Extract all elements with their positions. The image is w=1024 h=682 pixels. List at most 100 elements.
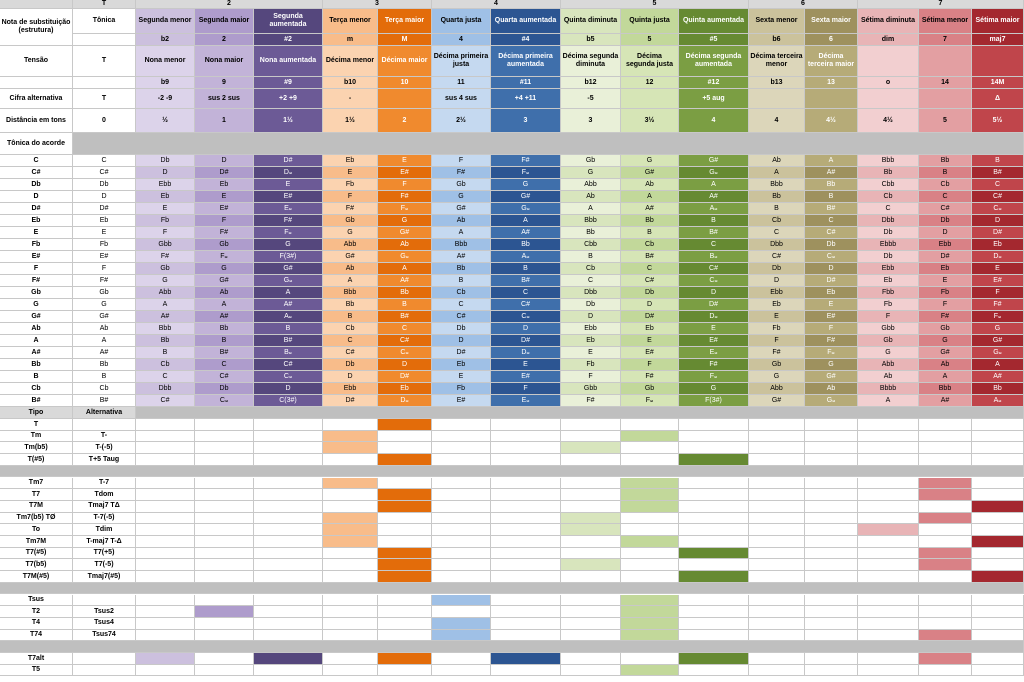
chord-note: Gb [136, 263, 195, 275]
chord-note: D [749, 275, 805, 287]
chord-note: Bbb [432, 239, 491, 251]
chord-alternative: T-maj7 T-Δ [73, 536, 136, 548]
empty-cell [491, 489, 561, 501]
interval-alt-cipher [749, 89, 805, 109]
chord-note: Eb [805, 287, 858, 299]
chord-note: G [805, 359, 858, 371]
chord-note: Bb [805, 179, 858, 191]
chord-note: Ab [432, 215, 491, 227]
empty-cell [195, 547, 254, 560]
empty-cell [679, 606, 749, 618]
empty-cell [972, 419, 1024, 431]
interval-mark [254, 653, 323, 665]
chord-note: Bb [378, 287, 432, 299]
empty-cell [972, 606, 1024, 618]
chord-note: Fbb [858, 287, 919, 299]
interval-distance: 1½ [323, 109, 378, 133]
chord-note: G# [679, 155, 749, 167]
interval-distance: 5½ [972, 109, 1024, 133]
empty-cell [749, 489, 805, 501]
interval-mark [378, 419, 432, 431]
chord-note: C# [136, 395, 195, 407]
chord-note: C# [323, 347, 378, 359]
empty-cell [858, 512, 919, 525]
empty-cell [749, 617, 805, 630]
chord-note: Ab [858, 371, 919, 383]
chord-note: F# [919, 311, 972, 323]
interval-structure: m [323, 34, 378, 46]
empty-cell [972, 664, 1024, 677]
interval-extension: 10 [378, 77, 432, 89]
chord-note: B [323, 311, 378, 323]
interval-name: Sétima diminuta [858, 9, 919, 34]
chord-note: G [621, 155, 679, 167]
chord-note: B# [621, 251, 679, 263]
chord-note: C# [491, 299, 561, 311]
empty-cell [621, 512, 679, 525]
chord-note: E [561, 347, 621, 359]
interval-distance: 1 [195, 109, 254, 133]
interval-mark [621, 594, 679, 607]
group-header-4: 5 [561, 0, 749, 9]
chord-note: E [749, 311, 805, 323]
chord-alternative: Tmaj7(#5) [73, 571, 136, 583]
chord-note: Cb [919, 179, 972, 191]
empty-cell [749, 559, 805, 572]
root-label: B# [0, 395, 73, 407]
chord-note: D𝄪 [254, 167, 323, 179]
empty-cell [858, 430, 919, 443]
empty-cell [195, 664, 254, 677]
chord-note: F𝄪 [254, 227, 323, 239]
empty-cell [195, 419, 254, 431]
chord-note: E [195, 191, 254, 203]
chord-note: A𝄪 [972, 395, 1024, 407]
chord-note: G [491, 179, 561, 191]
empty-cell [561, 477, 621, 490]
interval-alt-cipher: Δ [972, 89, 1024, 109]
interval-mark [378, 559, 432, 572]
chord-note: Cb [432, 287, 491, 299]
chord-note: G# [972, 335, 1024, 347]
chord-note: D [136, 167, 195, 179]
empty-cell [805, 559, 858, 572]
chord-note: Cb [858, 191, 919, 203]
chord-note: G# [621, 167, 679, 179]
root-label: Db [0, 179, 73, 191]
chord-alternative: T7(+5) [73, 547, 136, 560]
interval-name: Tônica [73, 9, 136, 34]
interval-structure: #4 [491, 34, 561, 46]
interval-structure: M [378, 34, 432, 46]
chord-note: Fb [432, 383, 491, 395]
chord-note: F# [323, 203, 378, 215]
empty-cell [323, 559, 378, 572]
empty-cell [195, 512, 254, 525]
interval-structure: 7 [919, 34, 972, 46]
row-label-distance: Distância em tons [0, 109, 73, 133]
interval-alt-cipher [621, 89, 679, 109]
interval-extension: 12 [621, 77, 679, 89]
chord-note: D [491, 323, 561, 335]
empty-cell [919, 524, 972, 536]
chord-note: Bbb [136, 323, 195, 335]
chord-note: E# [378, 167, 432, 179]
chord-note: E [73, 227, 136, 239]
interval-name: Terça maior [378, 9, 432, 34]
empty-cell [749, 571, 805, 583]
chord-note: F# [805, 335, 858, 347]
chord-note: D# [432, 347, 491, 359]
interval-mark [621, 477, 679, 490]
interval-distance: 3 [491, 109, 561, 133]
chord-note: G# [73, 311, 136, 323]
chord-note: B [491, 263, 561, 275]
empty-cell [919, 419, 972, 431]
empty-cell [679, 559, 749, 572]
chord-note: Bbb [749, 179, 805, 191]
chord-note: E# [432, 395, 491, 407]
chord-note: Dbb [749, 239, 805, 251]
chord-note: A [561, 203, 621, 215]
chord-note: D [972, 215, 1024, 227]
chord-note: G [195, 263, 254, 275]
empty-cell [679, 629, 749, 642]
chord-note: A [136, 299, 195, 311]
interval-tension: Décima maior [378, 46, 432, 77]
